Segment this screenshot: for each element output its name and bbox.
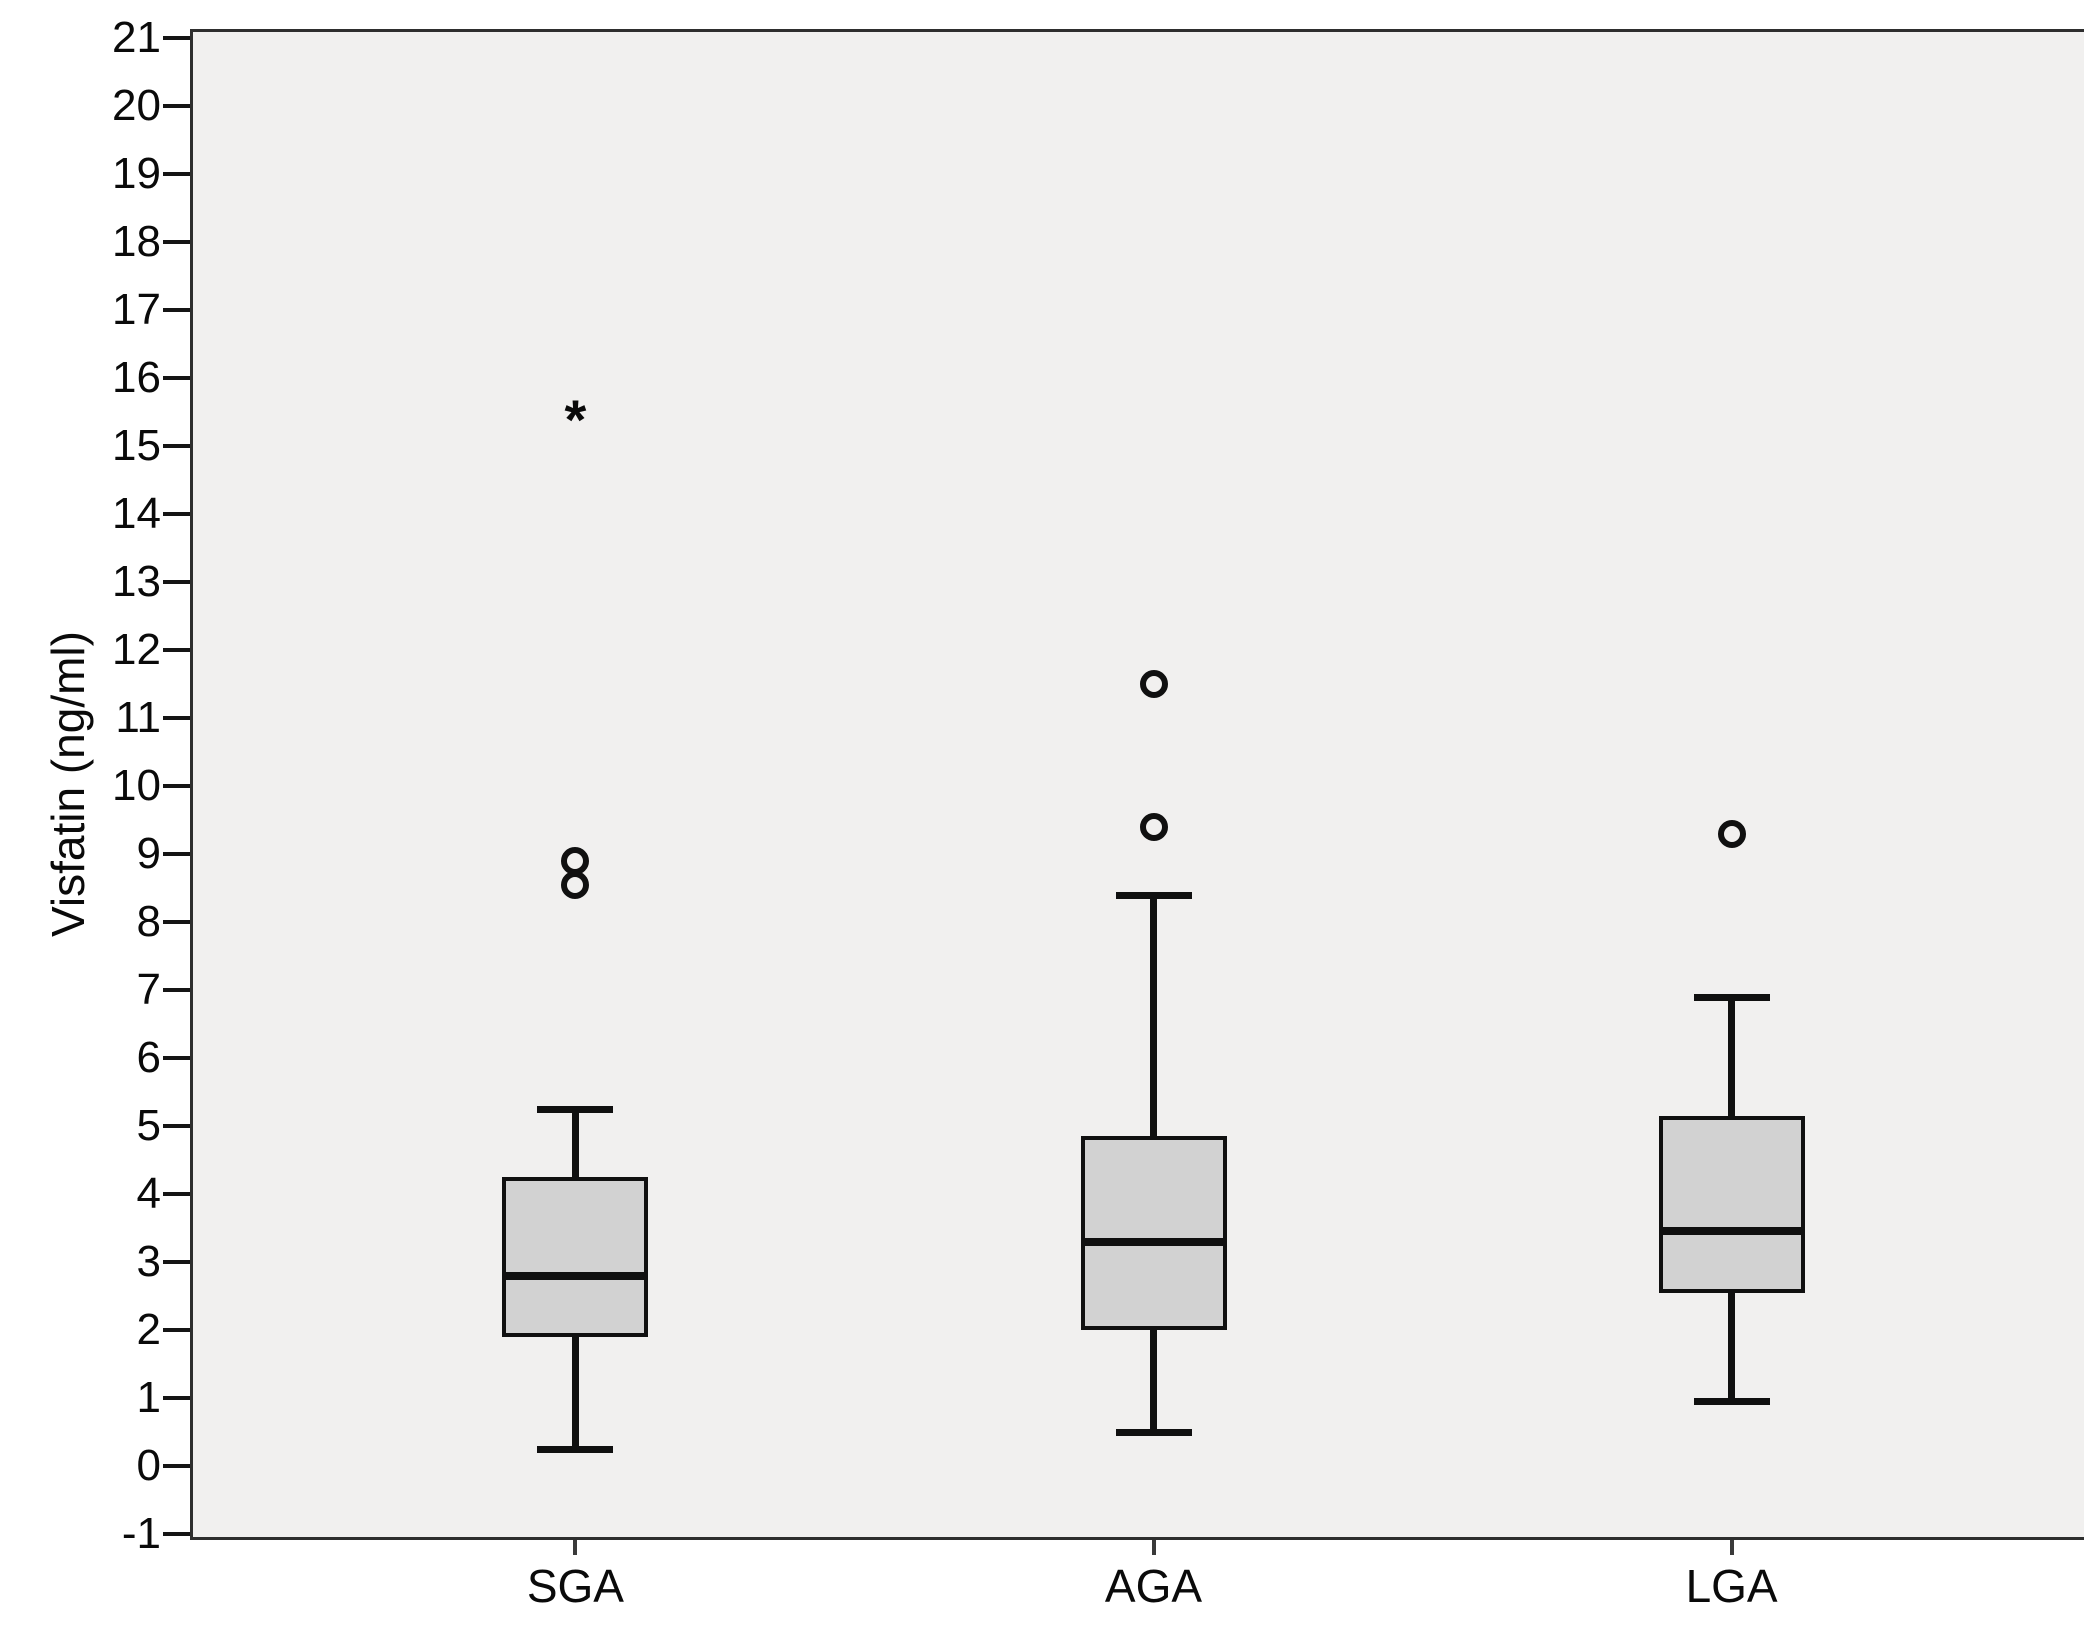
- y-axis-tick: [163, 852, 190, 856]
- y-axis-tick-label: 0: [136, 1441, 161, 1490]
- outlier-marker: [1139, 670, 1168, 698]
- y-axis-tick: [163, 1192, 190, 1196]
- y-axis-tick-label: 16: [112, 353, 161, 402]
- whisker-cap-upper: [537, 1106, 614, 1113]
- y-axis-tick-label: 7: [136, 965, 161, 1014]
- iqr-box: [1080, 1136, 1227, 1330]
- y-axis-tick-label: 17: [112, 285, 161, 334]
- y-axis-tick: [163, 920, 190, 924]
- y-axis-tick: [163, 1260, 190, 1264]
- median-line: [1080, 1237, 1227, 1246]
- y-axis-tick: [163, 648, 190, 652]
- y-axis-tick-label: -1: [121, 1509, 161, 1558]
- y-axis-tick-label: 6: [136, 1033, 161, 1082]
- x-axis-tick: [1151, 1540, 1156, 1555]
- y-axis-tick: [163, 36, 190, 40]
- y-axis-tick: [163, 172, 190, 176]
- y-axis-tick-label: 5: [136, 1101, 161, 1150]
- outlier-marker: [1717, 819, 1746, 848]
- y-axis-tick-label: 14: [112, 489, 161, 538]
- median-line: [1658, 1227, 1805, 1236]
- y-axis-tick-label: 11: [115, 693, 161, 742]
- y-axis-tick-label: 18: [112, 217, 161, 266]
- x-category-label: AGA: [1104, 1560, 1203, 1612]
- outlier-marker: [561, 846, 590, 875]
- whisker-cap-lower: [1693, 1398, 1770, 1406]
- y-axis-tick: [163, 988, 190, 992]
- outlier-marker: [1139, 812, 1168, 841]
- y-axis-tick: [163, 784, 190, 788]
- whisker-cap-lower: [537, 1446, 614, 1453]
- y-axis-tick: [163, 580, 190, 584]
- boxplot-figure: Visfatin (ng/ml) 21 20 19 18 17 16 15 14 13 12 11 1…: [40, 16, 2084, 1614]
- x-category-label: SGA: [526, 1560, 624, 1612]
- x-category-label: LGA: [1685, 1560, 1778, 1612]
- y-axis-tick-label: 19: [112, 149, 161, 198]
- y-axis-tick: [163, 444, 190, 448]
- y-axis-tick-label: 8: [136, 897, 161, 946]
- y-axis-tick: [163, 1532, 190, 1536]
- y-axis-tick: [163, 104, 190, 108]
- y-axis-tick-label: 1: [136, 1373, 161, 1422]
- x-axis-tick: [1729, 1540, 1734, 1555]
- y-axis-tick: [163, 308, 190, 312]
- whisker-cap-lower: [1115, 1429, 1192, 1436]
- iqr-box: [502, 1177, 649, 1337]
- y-axis-tick-label: 2: [136, 1305, 161, 1354]
- whisker-cap-upper: [1115, 891, 1192, 899]
- whisker-cap-upper: [1693, 993, 1770, 1001]
- y-axis-tick: [163, 1056, 190, 1060]
- y-axis-tick-label: 9: [136, 829, 161, 878]
- x-axis-tick: [573, 1540, 578, 1555]
- extreme-outlier-marker: *: [564, 388, 587, 451]
- y-axis-tick-label: 10: [112, 761, 161, 810]
- y-axis-tick-label: 20: [112, 81, 161, 130]
- y-axis-tick-label: 3: [136, 1237, 161, 1286]
- y-axis-tick-label: 15: [112, 421, 161, 470]
- iqr-box: [1658, 1115, 1805, 1293]
- y-axis-tick: [163, 1124, 190, 1128]
- y-axis-tick: [163, 1328, 190, 1332]
- y-axis-tick: [163, 1396, 190, 1400]
- y-axis-tick-label: 13: [112, 557, 161, 606]
- y-axis-tick: [163, 240, 190, 244]
- median-line: [502, 1271, 649, 1280]
- y-axis-tick: [163, 376, 190, 380]
- y-axis-tick-label: 21: [112, 16, 161, 62]
- y-axis-tick: [163, 1464, 190, 1468]
- y-axis-tick: [163, 716, 190, 720]
- y-axis-tick-label: 4: [136, 1169, 161, 1218]
- y-axis-tick-label: 12: [112, 625, 161, 674]
- y-axis-tick: [163, 512, 190, 516]
